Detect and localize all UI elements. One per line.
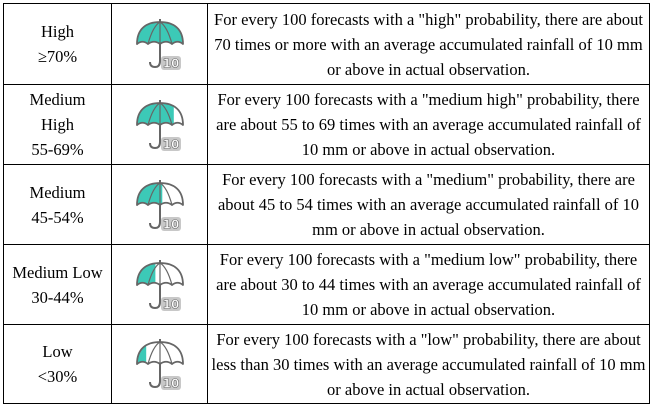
icon-label-10: 10 — [162, 217, 179, 231]
icon-cell: 10 — [111, 324, 208, 404]
icon-cell: 10 — [111, 3, 208, 85]
icon-label-10: 10 — [162, 297, 179, 311]
probability-level-label: 30-44% — [31, 287, 84, 307]
probability-level-label: Medium Low — [12, 262, 103, 282]
description-cell: For every 100 forecasts with a "high" pr… — [207, 3, 650, 85]
icon-label-10: 10 — [162, 137, 179, 151]
umbrella-rain-10mm-icon: 10 — [135, 19, 184, 71]
probability-level-label: ≥70% — [37, 47, 78, 66]
probability-level-label: <30% — [37, 367, 78, 386]
rainfall-probability-table: High ≥70% 10 For every 100 forecasts with a… — [3, 3, 650, 404]
probability-level-label: High — [41, 115, 74, 134]
table-row: Low <30% 10 For every 100 forecasts with a … — [3, 324, 650, 404]
umbrella-fill-level — [136, 262, 155, 285]
probability-level-label: 55-69% — [31, 140, 84, 159]
probability-level-label: 45-54% — [31, 207, 84, 227]
umbrella-rain-10mm-icon: 10 — [135, 179, 184, 231]
probability-level-cell: High ≥70% — [3, 3, 112, 85]
table-row: High ≥70% 10 For every 100 forecasts with a… — [3, 3, 650, 85]
rainfall-10mm-badge — [160, 136, 181, 151]
description-cell: For every 100 forecasts with a "medium" … — [207, 164, 650, 245]
probability-level-label: High — [41, 22, 74, 41]
umbrella-rain-10mm-icon: 10 — [135, 99, 184, 151]
icon-cell: 10 — [111, 244, 208, 325]
probability-level-label: Medium — [29, 90, 86, 109]
description-cell: For every 100 forecasts with a "medium l… — [207, 244, 650, 325]
icon-cell: 10 — [111, 84, 208, 165]
icon-label-10: 10 — [162, 377, 179, 391]
icon-label-10: 10 — [162, 57, 179, 71]
probability-level-cell: Medium High 55-69% — [3, 84, 112, 165]
table-row: Medium 45-54% 10 For every 100 forecasts wi… — [3, 164, 650, 245]
table-row: Medium Low 30-44% 10 For every 100 forecast… — [3, 244, 650, 325]
rainfall-10mm-badge — [160, 216, 181, 231]
table-row: Medium High 55-69% 10 For every 100 forecast… — [3, 84, 650, 165]
description-cell: For every 100 forecasts with a "medium h… — [207, 84, 650, 165]
umbrella-rain-10mm-icon: 10 — [135, 259, 184, 311]
rainfall-10mm-badge — [160, 376, 181, 390]
rainfall-10mm-badge — [160, 56, 181, 70]
probability-level-label: Low — [42, 342, 73, 361]
icon-cell: 10 — [111, 164, 208, 245]
probability-level-cell: Medium 45-54% — [3, 164, 112, 245]
description-cell: For every 100 forecasts with a "low" pro… — [207, 324, 650, 404]
probability-level-cell: Medium Low 30-44% — [3, 244, 112, 325]
rainfall-10mm-badge — [160, 296, 181, 311]
probability-level-cell: Low <30% — [3, 324, 112, 404]
umbrella-fill-level — [136, 345, 146, 364]
probability-level-label: Medium — [29, 182, 86, 202]
umbrella-rain-10mm-icon: 10 — [135, 339, 184, 391]
